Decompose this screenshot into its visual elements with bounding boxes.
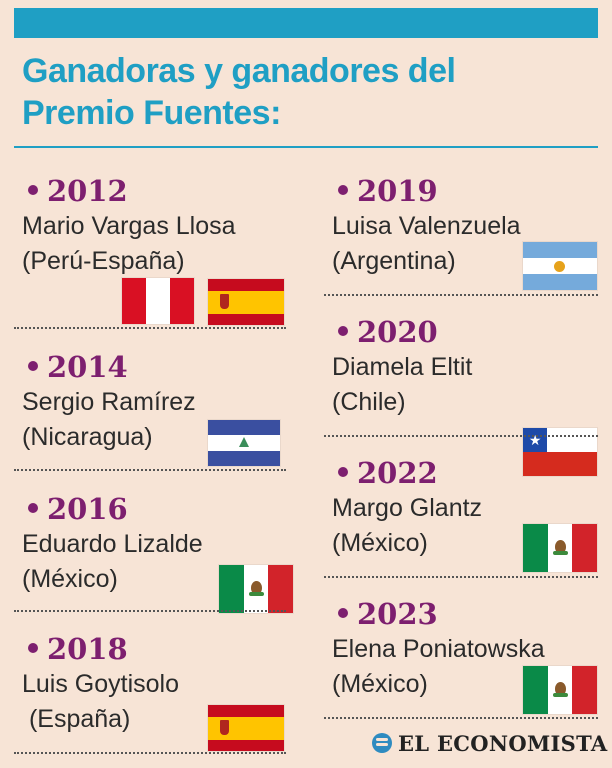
- year-label: 2020: [338, 315, 438, 349]
- separator-dotted: [324, 435, 598, 437]
- winner-country: (Argentina): [332, 247, 456, 275]
- bullet-icon: [338, 608, 348, 618]
- bullet-icon: [338, 326, 348, 336]
- separator-dotted: [14, 327, 286, 329]
- nicaragua-flag-icon: [208, 420, 280, 466]
- bullet-icon: [338, 467, 348, 477]
- winner-name: Sergio Ramírez: [22, 388, 196, 416]
- spain-flag-icon: [208, 279, 284, 325]
- winner-country: (México): [22, 565, 118, 593]
- bullet-icon: [28, 361, 38, 371]
- title-line-1: Ganadoras y ganadores del: [22, 52, 456, 90]
- year-label: 2014: [28, 350, 128, 384]
- separator-dotted: [14, 752, 286, 754]
- title-line-2: Premio Fuentes:: [22, 94, 281, 132]
- year-label: 2023: [338, 597, 438, 631]
- winner-name: Elena Poniatowska: [332, 635, 545, 663]
- bullet-icon: [28, 503, 38, 513]
- winner-name: Luisa Valenzuela: [332, 212, 521, 240]
- separator-dotted: [14, 610, 286, 612]
- title-divider: [14, 146, 598, 148]
- year-label: 2022: [338, 456, 438, 490]
- winner-name: Mario Vargas Llosa: [22, 212, 236, 240]
- winner-country: (Nicaragua): [22, 423, 153, 451]
- separator-dotted: [324, 717, 598, 719]
- bullet-icon: [28, 185, 38, 195]
- chile-flag-icon: ★: [523, 428, 597, 476]
- logo-text: EL ECONOMISTA: [398, 730, 608, 756]
- winner-country: (México): [332, 529, 428, 557]
- separator-dotted: [324, 294, 598, 296]
- year-label: 2018: [28, 632, 128, 666]
- year-label: 2019: [338, 174, 438, 208]
- year-label: 2016: [28, 492, 128, 526]
- separator-dotted: [324, 576, 598, 578]
- winner-country: (Perú-España): [22, 247, 185, 275]
- economista-logo-icon: [372, 733, 392, 753]
- spain-flag-icon: [208, 705, 284, 751]
- winner-name: Eduardo Lizalde: [22, 530, 203, 558]
- page-title: Ganadoras y ganadores del Premio Fuentes…: [22, 50, 582, 134]
- winner-country: (Chile): [332, 388, 406, 416]
- mexico-flag-icon: [219, 565, 293, 613]
- mexico-flag-icon: [523, 666, 597, 714]
- mexico-flag-icon: [523, 524, 597, 572]
- winner-country: (España): [22, 705, 131, 733]
- bullet-icon: [28, 643, 38, 653]
- winner-name: Margo Glantz: [332, 494, 483, 522]
- peru-flag-icon: [122, 278, 194, 324]
- winner-name: Diamela Eltit: [332, 353, 473, 381]
- separator-dotted: [14, 469, 286, 471]
- winner-name: Luis Goytisolo: [22, 670, 180, 698]
- year-label: 2012: [28, 174, 128, 208]
- bullet-icon: [338, 185, 348, 195]
- top-banner-bar: [14, 8, 598, 38]
- argentina-flag-icon: [523, 242, 597, 290]
- publisher-logo: EL ECONOMISTA: [372, 727, 608, 759]
- winner-country: (México): [332, 670, 428, 698]
